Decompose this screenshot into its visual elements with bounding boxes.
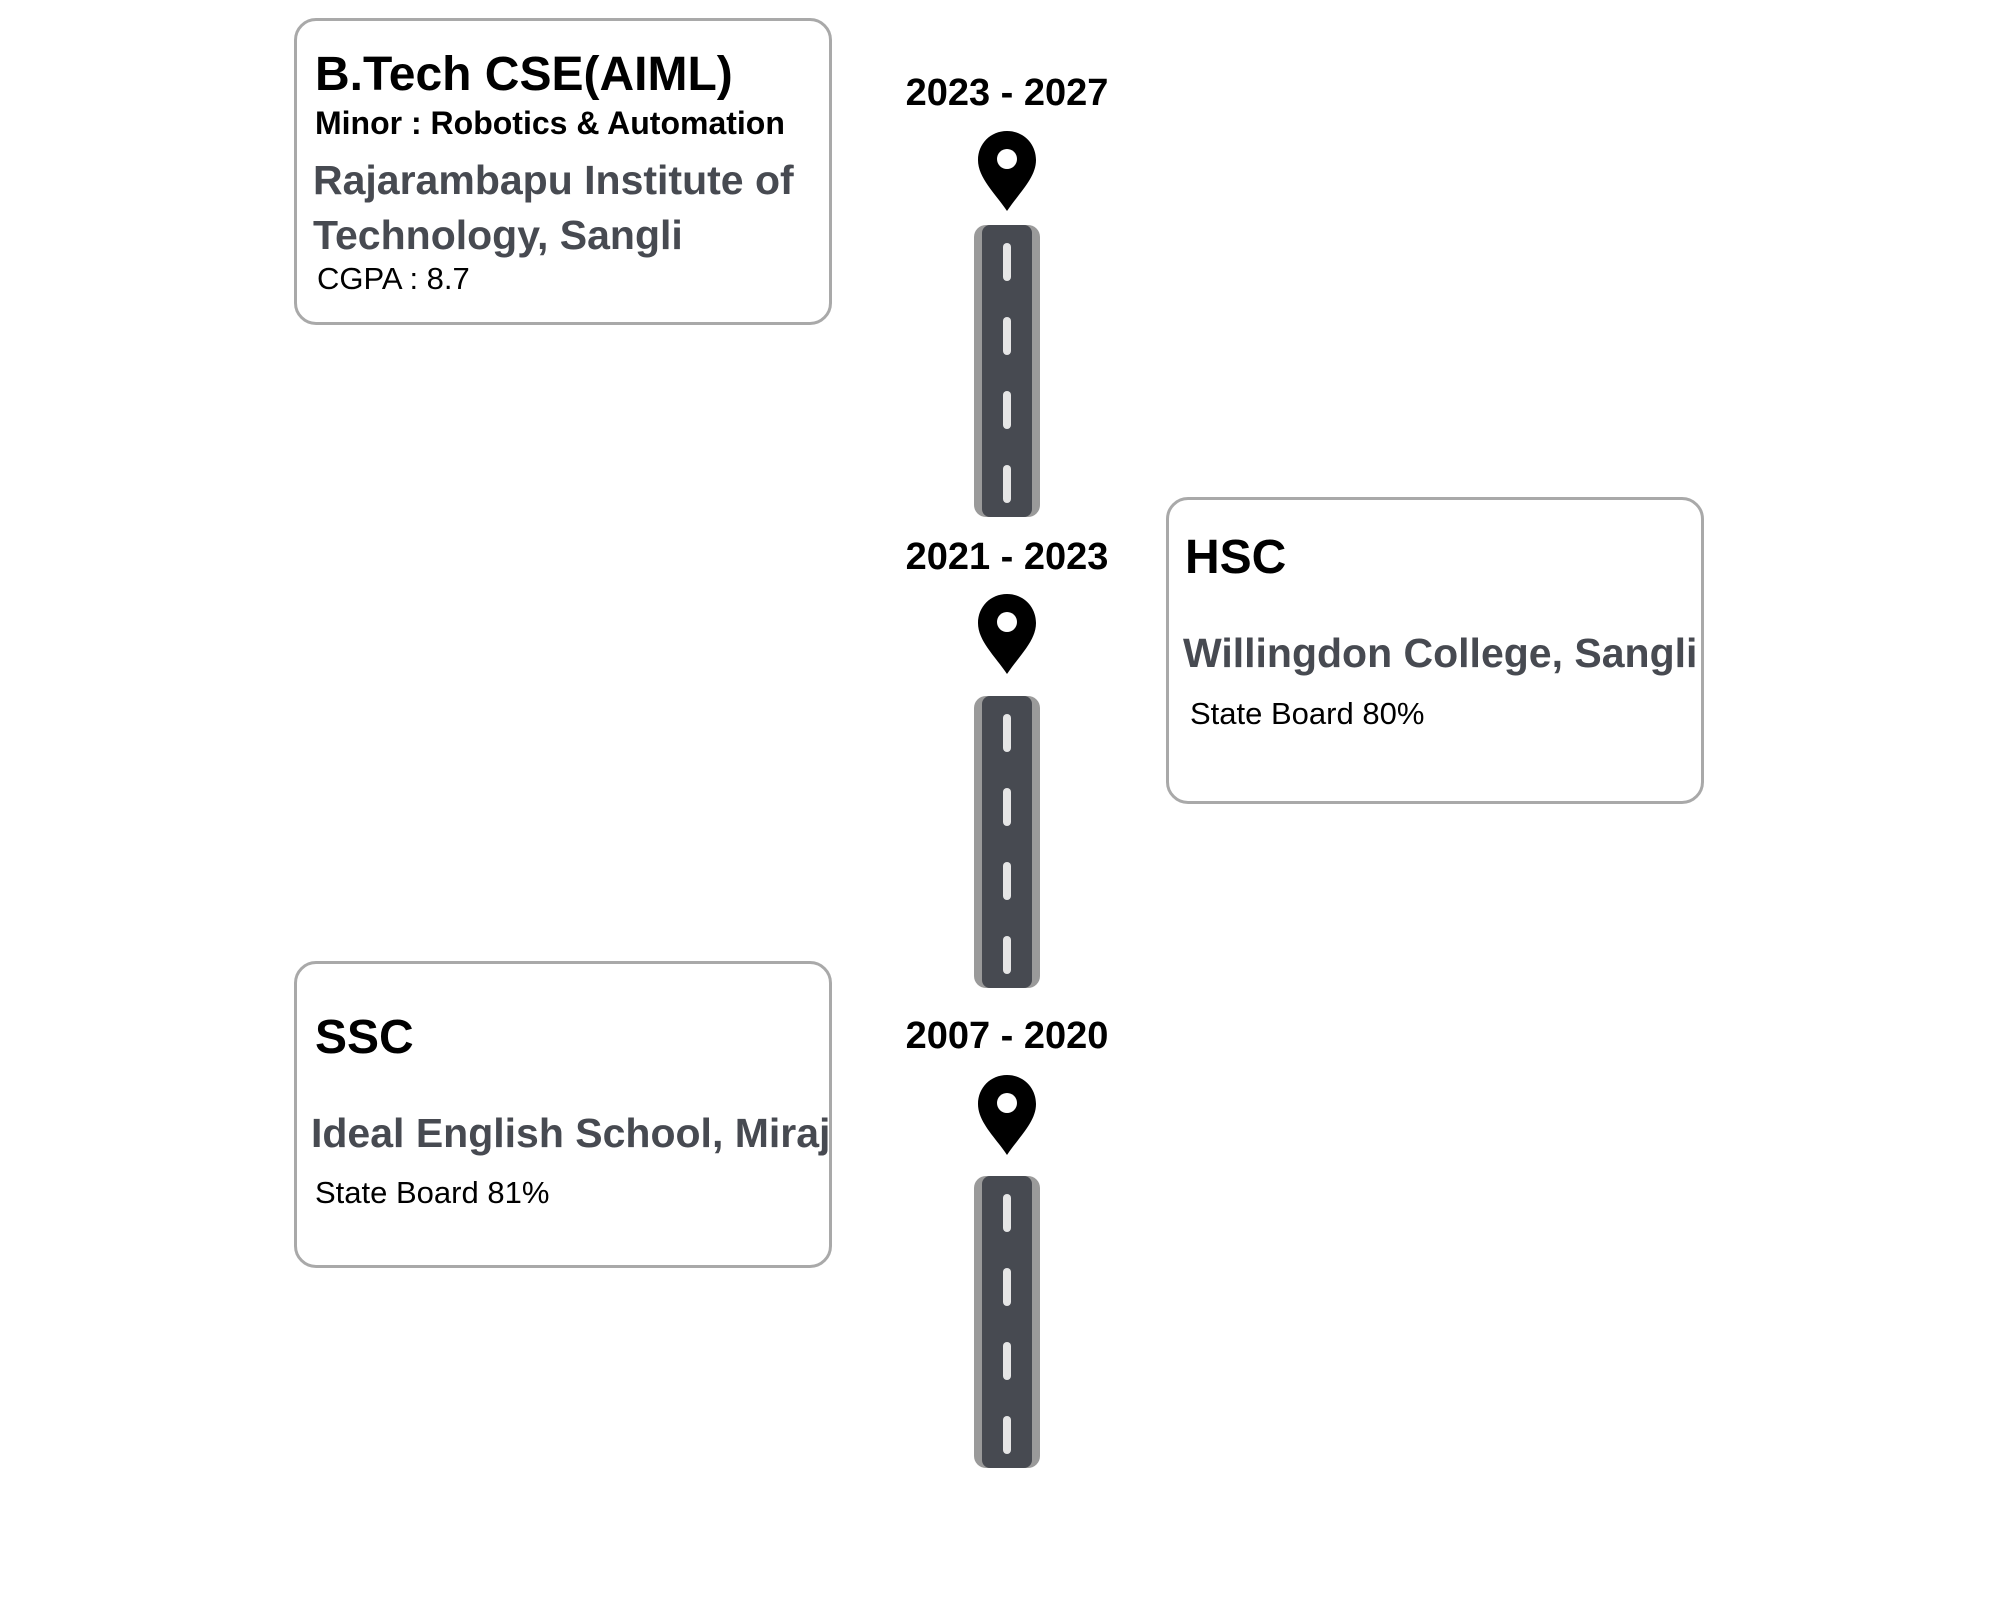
road-icon — [974, 225, 1040, 517]
timeline-card-hsc: HSC Willingdon College, Sangli State Boa… — [1166, 497, 1704, 804]
card-title: HSC — [1185, 531, 1287, 584]
card-score: CGPA : 8.7 — [317, 261, 470, 296]
road-icon — [974, 696, 1040, 988]
location-pin-icon — [977, 593, 1037, 675]
card-minor: Minor : Robotics & Automation — [315, 105, 785, 141]
timeline-card-btech: B.Tech CSE(AIML) Minor : Robotics & Auto… — [294, 18, 832, 325]
card-institution: Rajarambapu Institute of Technology, San… — [313, 157, 794, 258]
location-pin-icon — [977, 130, 1037, 212]
card-score: State Board 80% — [1190, 696, 1425, 731]
timeline-year: 2007 - 2020 — [905, 1015, 1109, 1057]
card-institution: Ideal English School, Miraj — [311, 1110, 831, 1156]
timeline-card-ssc: SSC Ideal English School, Miraj State Bo… — [294, 961, 832, 1268]
card-institution: Willingdon College, Sangli — [1183, 630, 1698, 676]
card-score: State Board 81% — [315, 1175, 550, 1210]
timeline-year: 2021 - 2023 — [905, 536, 1109, 578]
card-title: SSC — [315, 1011, 414, 1064]
location-pin-icon — [977, 1074, 1037, 1156]
road-icon — [974, 1176, 1040, 1468]
timeline-year: 2023 - 2027 — [905, 72, 1109, 114]
card-title: B.Tech CSE(AIML) — [315, 48, 733, 101]
